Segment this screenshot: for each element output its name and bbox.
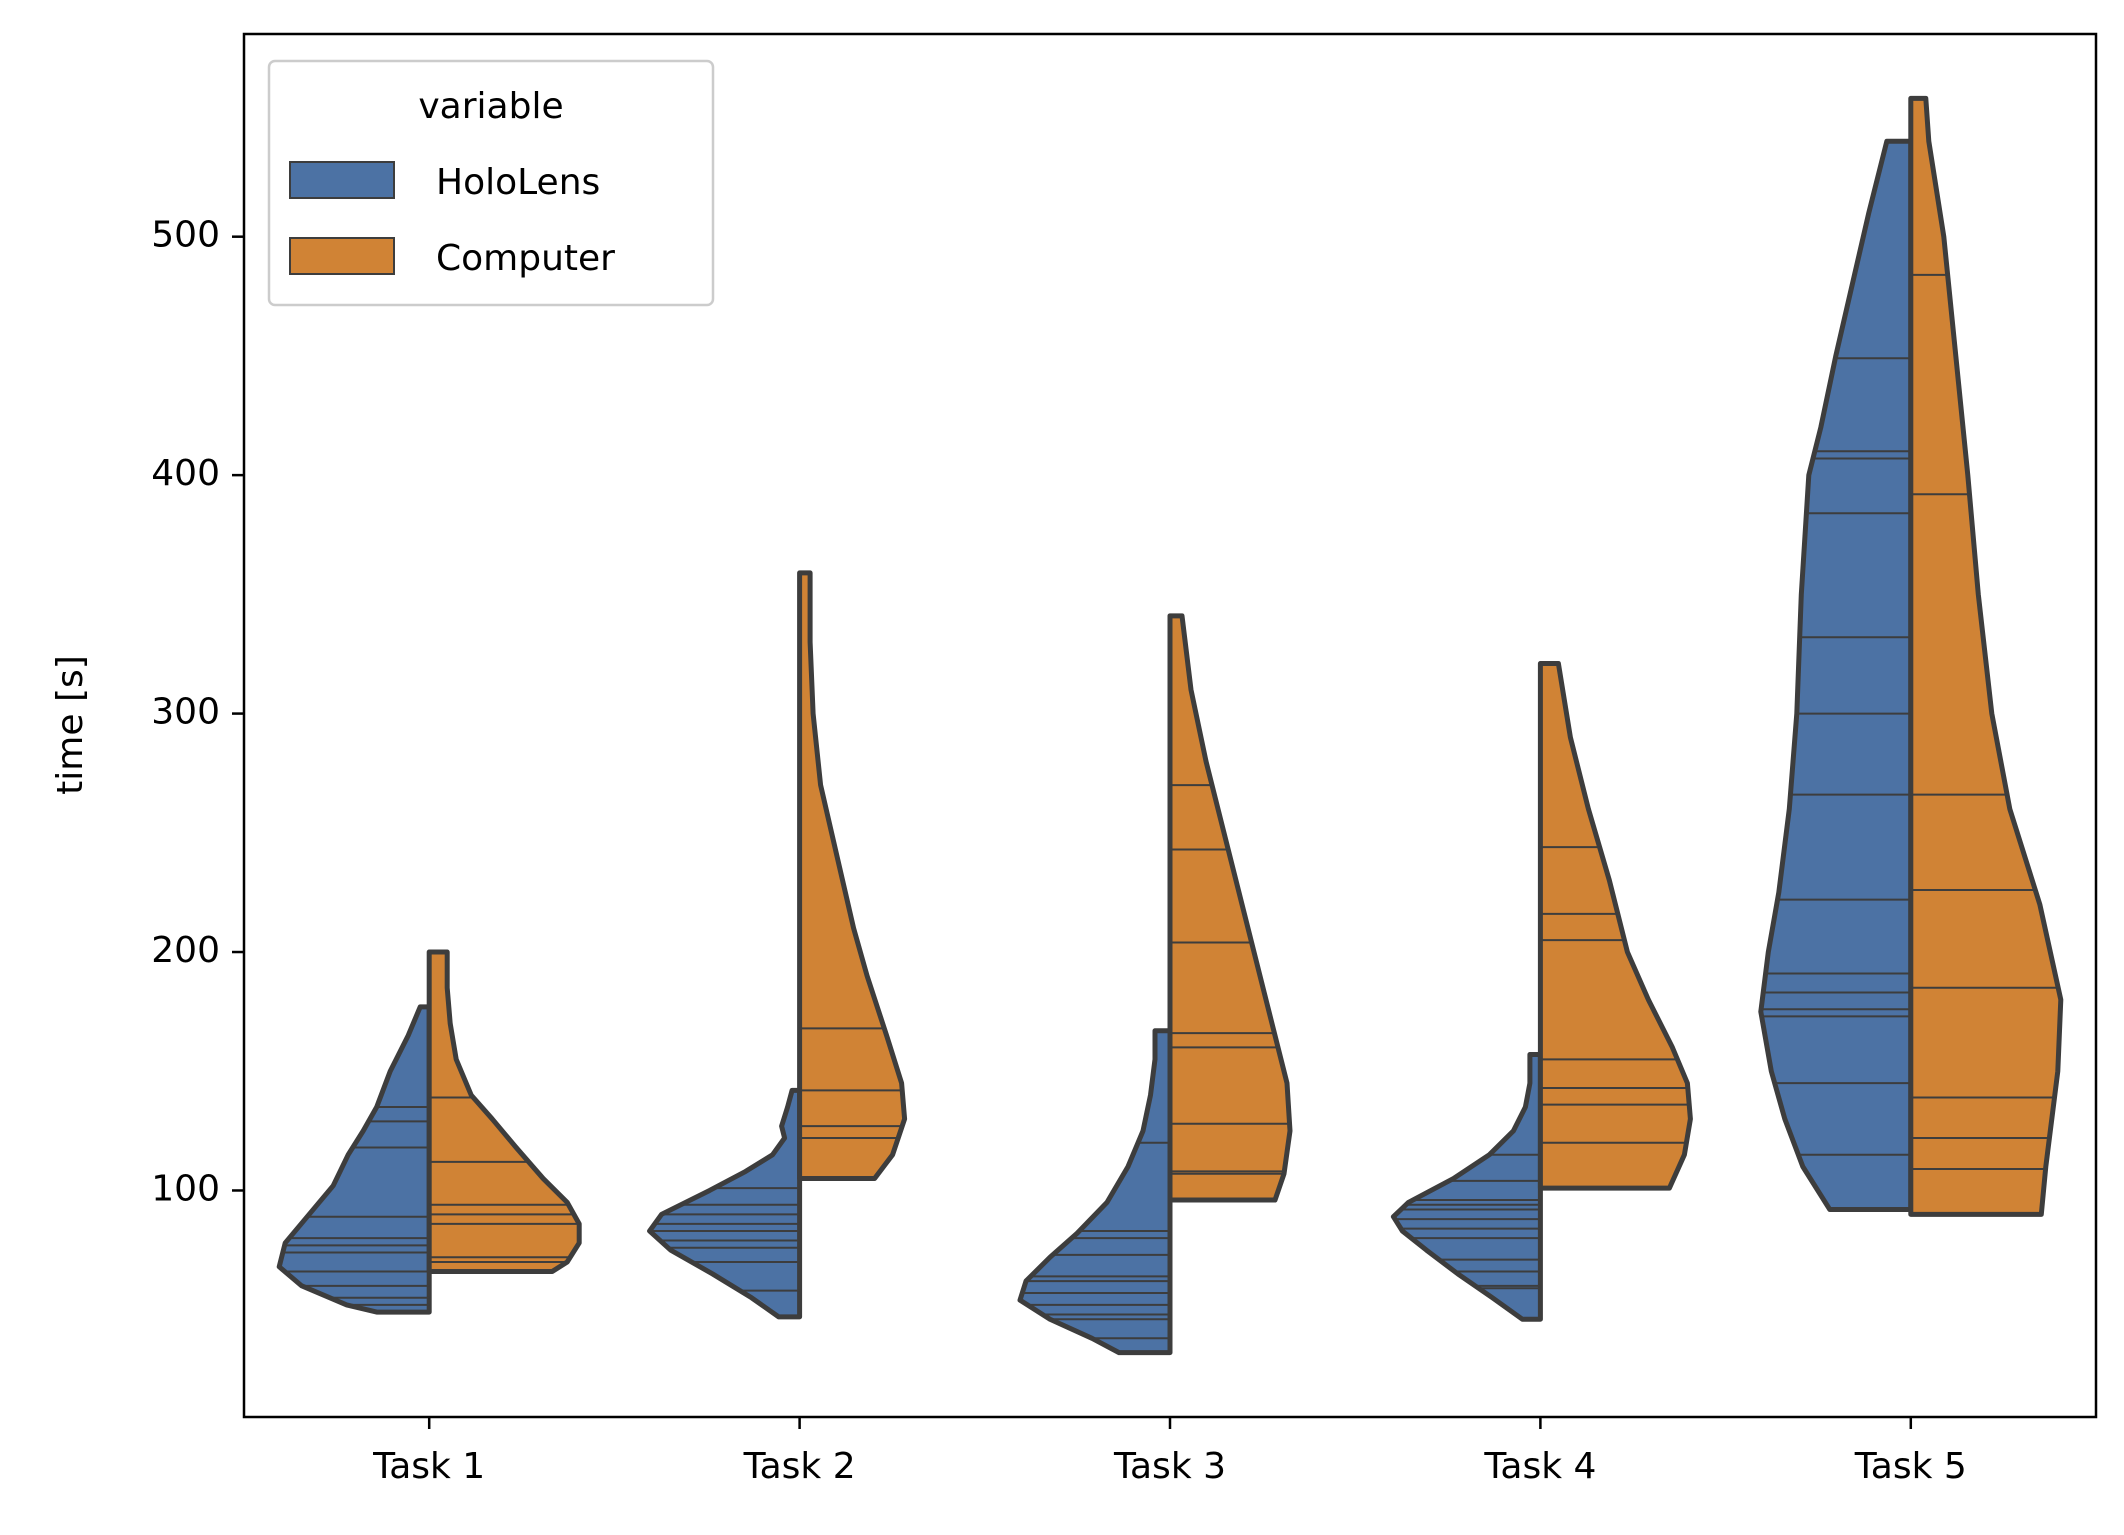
legend-label-hololens: HoloLens (436, 162, 600, 203)
y-tick-label-400: 400 (151, 453, 220, 494)
violin-computer-task-2 (797, 570, 908, 1182)
x-axis: Task 1 Task 2 Task 3 Task 4 Task 5 (372, 1417, 1967, 1487)
legend-swatch-computer (289, 237, 395, 275)
legend-title: variable (418, 86, 563, 127)
y-axis: 100 200 300 400 500 (151, 215, 244, 1209)
legend-label-computer: Computer (436, 238, 615, 279)
violin-computer-task-5 (1908, 95, 2064, 1217)
legend: variable HoloLens Computer (267, 59, 715, 307)
violin-computer-task-3 (1167, 613, 1293, 1203)
y-tick-label-500: 500 (151, 215, 220, 256)
violin-hololens-task-1 (276, 1004, 432, 1315)
violin-computer-task-1 (426, 949, 582, 1275)
y-axis-label: time [s] (50, 655, 91, 795)
legend-swatch-hololens (289, 161, 395, 199)
x-tick-label-4: Task 4 (1483, 1446, 1596, 1487)
y-tick-label-100: 100 (151, 1168, 220, 1209)
violin-layer (276, 95, 2064, 1356)
violin-hololens-task-2 (647, 1087, 803, 1320)
y-tick-label-300: 300 (151, 692, 220, 733)
x-tick-label-3: Task 3 (1113, 1446, 1226, 1487)
x-tick-label-2: Task 2 (743, 1446, 856, 1487)
x-tick-label-1: Task 1 (372, 1446, 485, 1487)
x-tick-label-5: Task 5 (1854, 1446, 1967, 1487)
violin-hololens-task-3 (1017, 1028, 1173, 1356)
violin-computer-task-4 (1537, 661, 1693, 1191)
y-tick-label-200: 200 (151, 930, 220, 971)
